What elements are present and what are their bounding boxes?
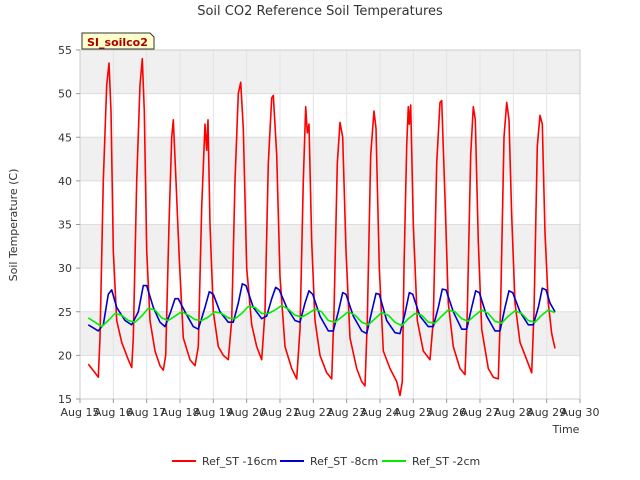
x-tick-label: Aug 21 xyxy=(261,406,300,419)
legend: Ref_ST -16cm Ref_ST -8cm Ref_ST -2cm xyxy=(172,455,480,468)
y-tick-label: 40 xyxy=(58,175,72,188)
plot-band xyxy=(80,268,580,312)
x-tick-label: Aug 15 xyxy=(61,406,100,419)
x-axis-label: Time xyxy=(552,423,580,436)
x-tick-label: Aug 24 xyxy=(361,406,400,419)
x-tick-label: Aug 17 xyxy=(127,406,166,419)
series-lines xyxy=(87,57,556,397)
legend-label: Ref_ST -8cm xyxy=(310,455,378,468)
x-tick-label: Aug 19 xyxy=(194,406,233,419)
series-line xyxy=(87,304,556,328)
series-line xyxy=(87,283,556,335)
plot-band xyxy=(80,137,580,181)
y-tick-label: 20 xyxy=(58,349,72,362)
x-tick-label: Aug 20 xyxy=(227,406,266,419)
y-tick-label: 45 xyxy=(58,131,72,144)
y-axis-ticks: 15 20 25 30 35 40 45 50 55 xyxy=(58,44,80,406)
plot-bands xyxy=(80,50,580,399)
site-badge-label: SI_soilco2 xyxy=(87,36,148,49)
plot-band xyxy=(80,180,580,225)
x-tick-label: Aug 27 xyxy=(461,406,500,419)
legend-label: Ref_ST -16cm xyxy=(202,455,277,468)
x-tick-label: Aug 28 xyxy=(494,406,533,419)
x-tick-label: Aug 16 xyxy=(94,406,133,419)
y-tick-label: 55 xyxy=(58,44,72,57)
legend-label: Ref_ST -2cm xyxy=(412,455,480,468)
x-tick-label: Aug 25 xyxy=(394,406,433,419)
series-line xyxy=(87,57,556,397)
y-tick-label: 35 xyxy=(58,219,72,232)
x-tick-label: Aug 18 xyxy=(161,406,200,419)
x-tick-label: Aug 29 xyxy=(527,406,566,419)
site-badge-box xyxy=(81,32,155,50)
plot-band xyxy=(80,93,580,138)
x-tick-label: Aug 22 xyxy=(294,406,333,419)
x-tick-label: Aug 30 xyxy=(561,406,600,419)
y-tick-label: 15 xyxy=(58,393,72,406)
y-tick-label: 30 xyxy=(58,262,72,275)
y-tick-label: 50 xyxy=(58,88,72,101)
y-axis-label: Soil Temperature (C) xyxy=(7,169,20,282)
x-tick-label: Aug 26 xyxy=(427,406,466,419)
y-tick-label: 25 xyxy=(58,306,72,319)
x-tick-label: Aug 23 xyxy=(327,406,366,419)
plot-band xyxy=(80,224,580,269)
chart-title: Soil CO2 Reference Soil Temperatures xyxy=(197,4,443,19)
plot-band xyxy=(80,50,580,94)
site-badge: SI_soilco2 xyxy=(81,32,155,50)
